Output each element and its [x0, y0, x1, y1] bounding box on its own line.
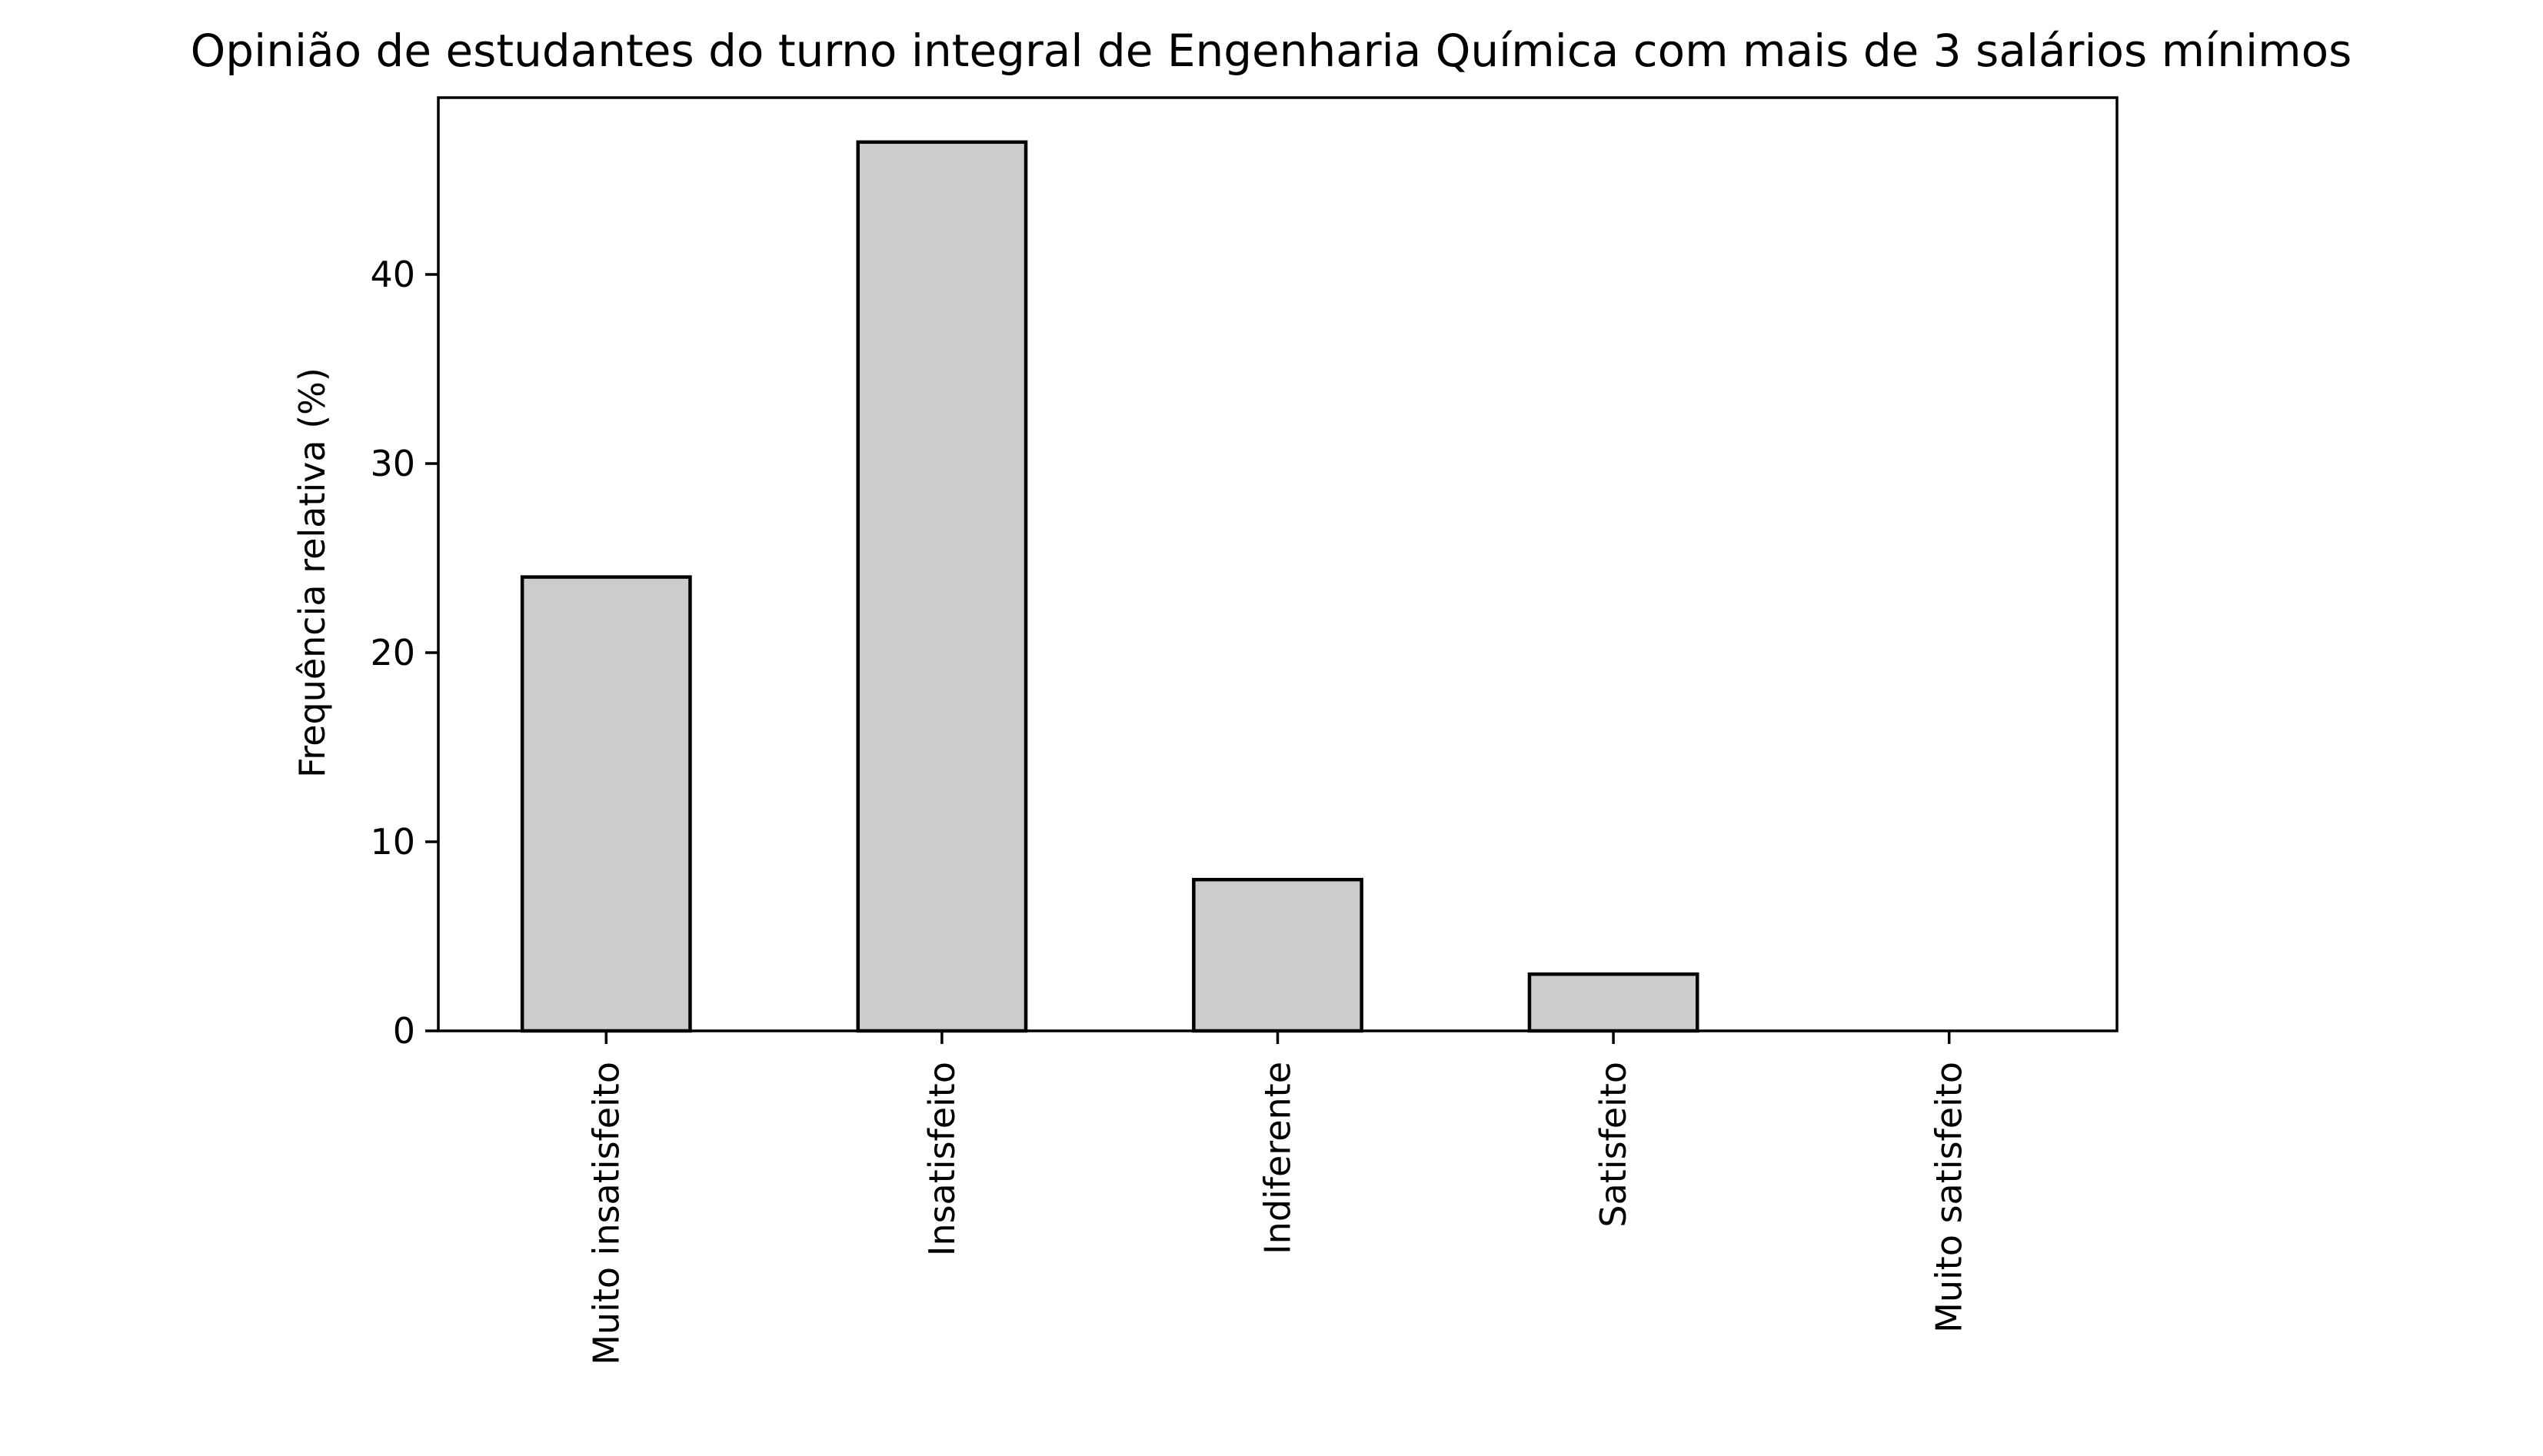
y-axis-ticks: 0 10 20 30 40: [370, 254, 438, 1052]
chart-title: Opinião de estudantes do turno integral …: [191, 25, 2352, 77]
bar: [1527, 972, 1699, 1033]
bar: [1192, 877, 1363, 1033]
x-tick-label: Insatisfeito: [921, 1062, 963, 1256]
bars: [520, 140, 1699, 1033]
x-axis-ticks: Muito insatisfeito Insatisfeito Indiferent…: [585, 1031, 1970, 1365]
y-tick-label: 0: [393, 1010, 415, 1052]
y-axis-label: Frequência relativa (%): [291, 367, 333, 778]
y-tick-label: 10: [370, 821, 415, 863]
bar: [520, 575, 692, 1033]
x-tick-label: Muito insatisfeito: [585, 1062, 627, 1365]
x-tick-label: Satisfeito: [1593, 1062, 1634, 1228]
x-tick-label: Muito satisfeito: [1929, 1062, 1970, 1333]
x-tick-label: Indiferente: [1257, 1062, 1299, 1255]
plot-frame: [437, 96, 2119, 1032]
y-tick-label: 30: [370, 443, 415, 484]
y-tick-label: 40: [370, 254, 415, 295]
bar: [856, 140, 1028, 1033]
y-tick-label: 20: [370, 632, 415, 673]
